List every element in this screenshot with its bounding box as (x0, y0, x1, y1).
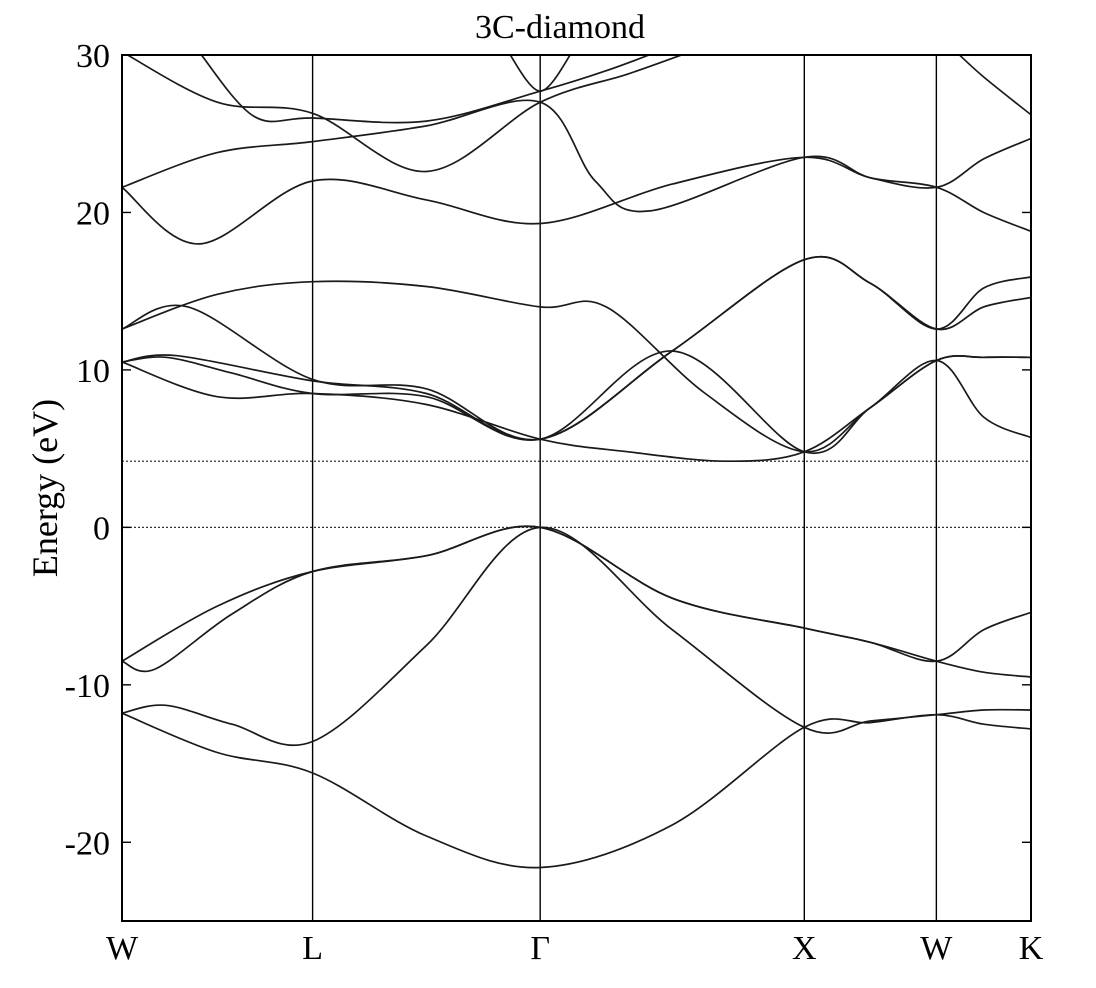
x-tick-label-0: W (106, 930, 139, 967)
band-line-3 (122, 525, 1031, 678)
band-line-12 (125, 55, 684, 173)
y-tick-label-5: 30 (76, 38, 110, 75)
band-line-6 (122, 350, 1031, 455)
chart-title: 3C-diamond (475, 9, 645, 46)
band-line-8 (122, 255, 1031, 441)
x-tick-label-2: Γ (530, 930, 550, 967)
y-axis-label: Energy (eV) (25, 399, 65, 577)
y-axis-ticks: -20 -10 0 10 20 30 (65, 38, 1031, 862)
y-tick-label-0: -20 (65, 825, 110, 862)
band-line-14 (509, 55, 572, 93)
reference-lines (122, 460, 1031, 529)
x-tick-label-4: W (920, 930, 953, 967)
y-tick-label-2: 0 (93, 510, 110, 547)
y-tick-label-4: 20 (76, 195, 110, 232)
x-tick-label-1: L (302, 930, 323, 967)
y-tick-label-1: -10 (65, 668, 110, 705)
band-line-5 (122, 359, 1031, 463)
y-tick-label-3: 10 (76, 353, 110, 390)
band-line-13 (200, 55, 652, 124)
band-line-15 (958, 55, 1031, 116)
band-line-4 (122, 525, 1031, 663)
x-tick-label-5: K (1019, 930, 1044, 967)
plot-frame (121, 54, 1032, 922)
bands (122, 55, 1031, 869)
band-line-1 (122, 712, 1031, 869)
band-line-11 (122, 99, 1031, 213)
x-tick-label-3: X (792, 930, 817, 967)
band-line-10 (122, 156, 1031, 245)
high-symmetry-lines (311, 55, 938, 921)
band-line-2 (122, 526, 1031, 747)
band-line-9 (122, 280, 1031, 453)
